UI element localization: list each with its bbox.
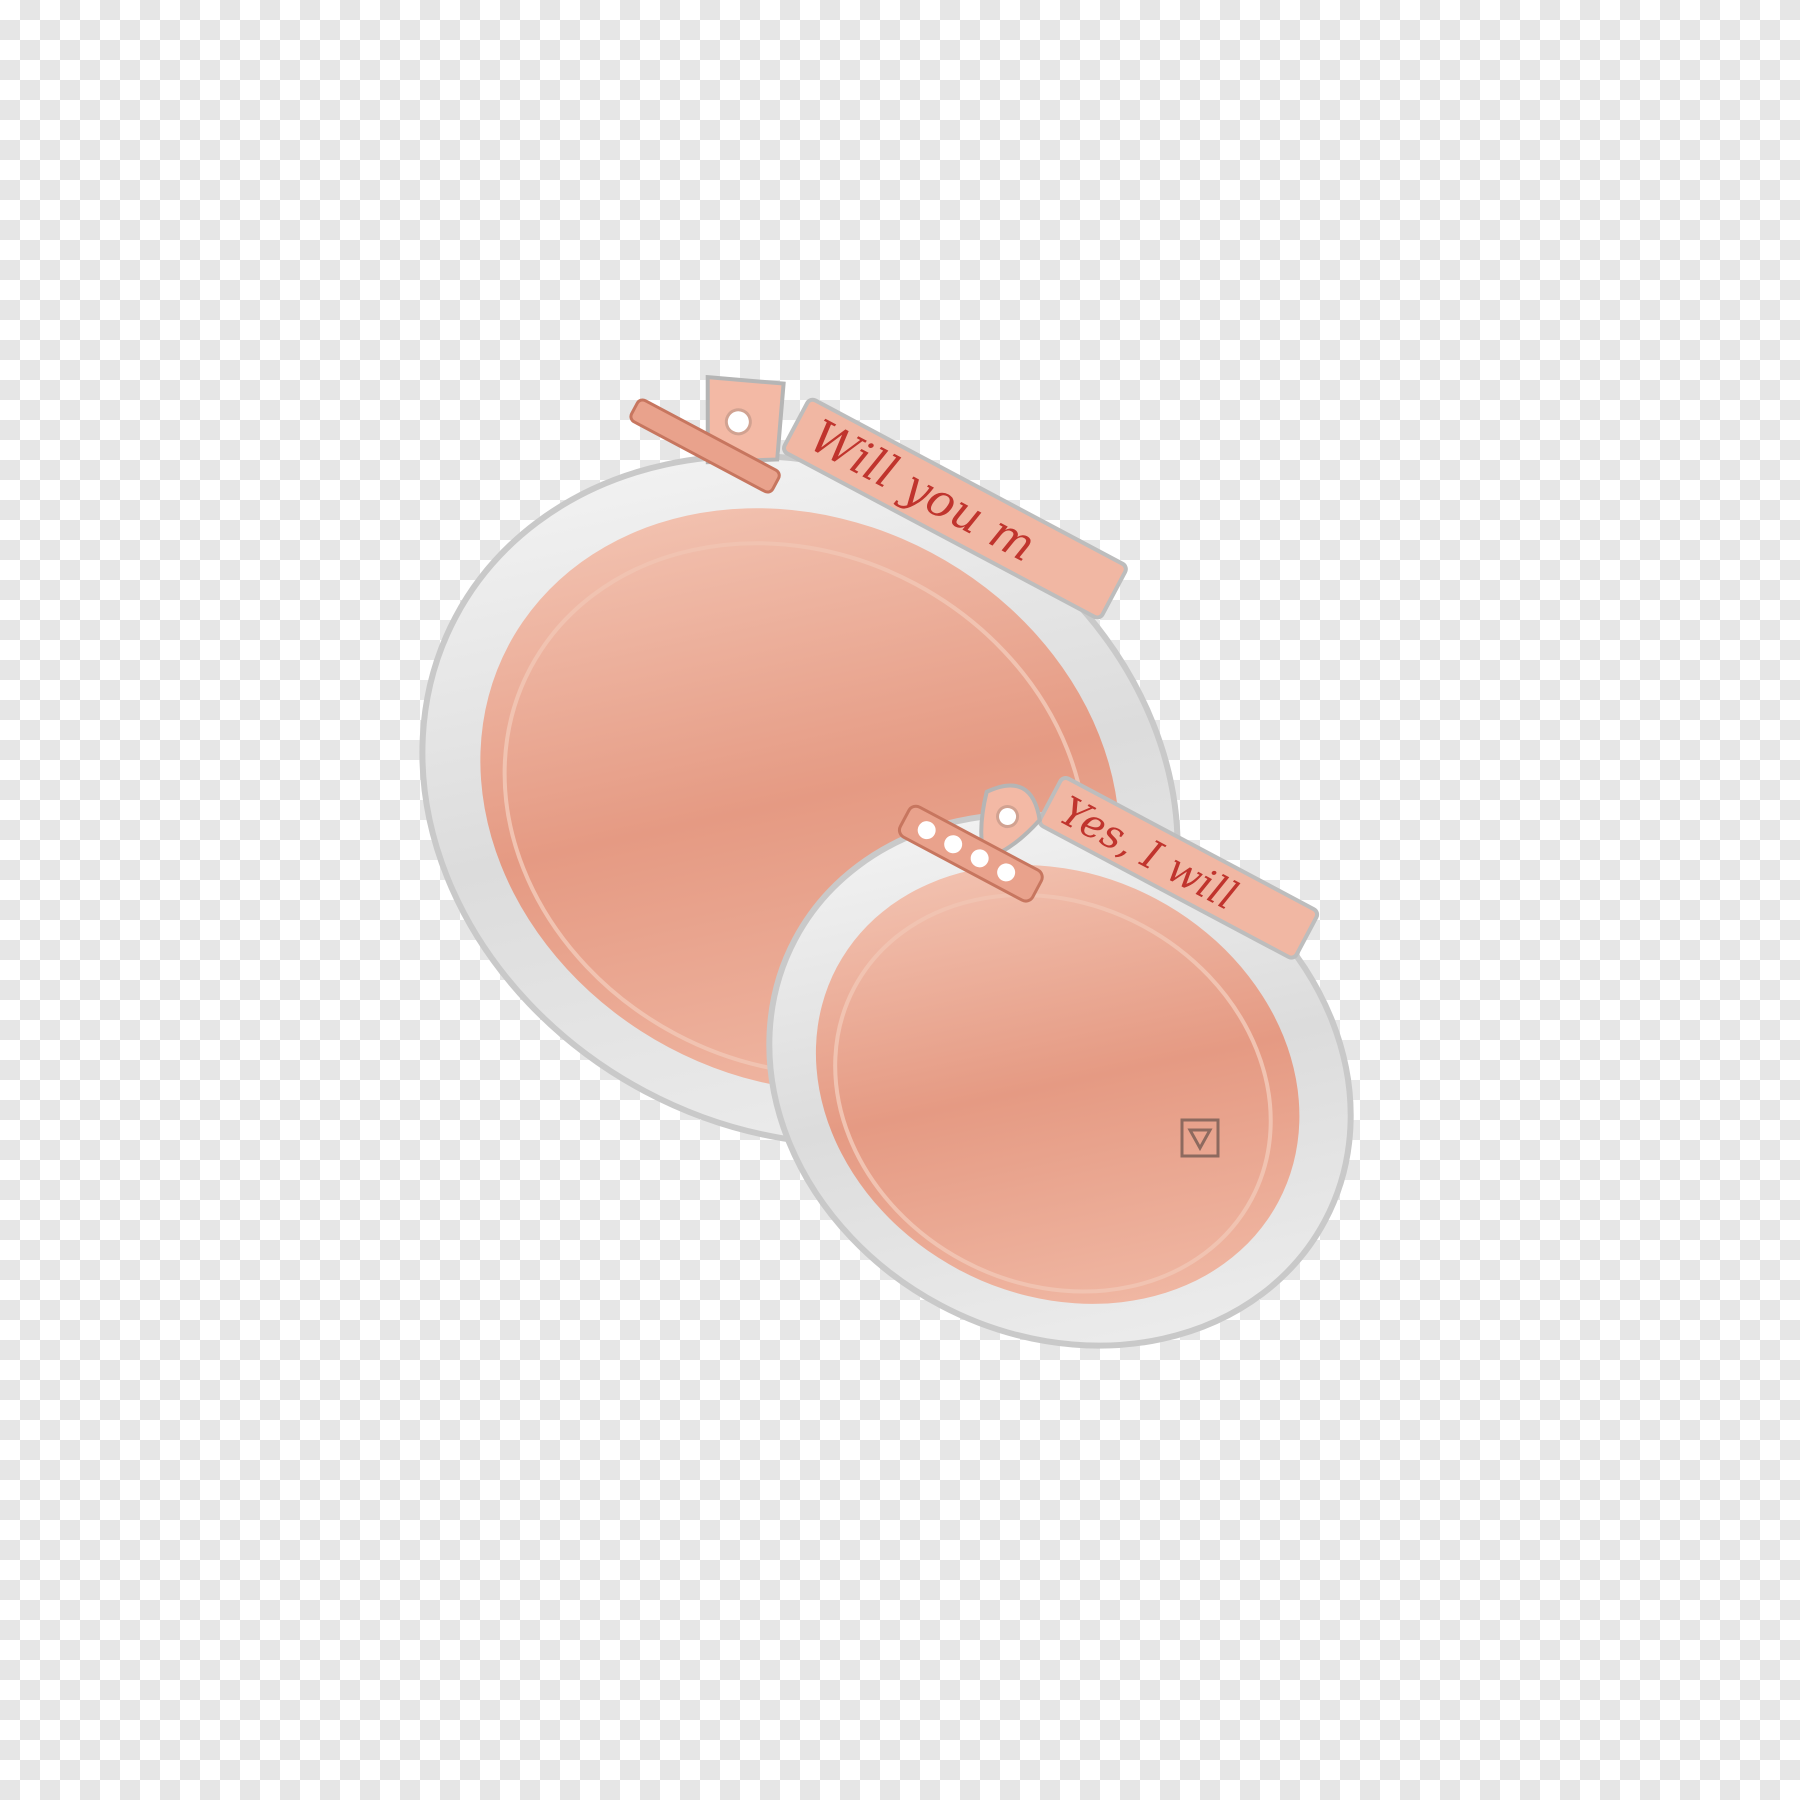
small-ring-inner-rose bbox=[815, 864, 1300, 1304]
bar-diamond bbox=[917, 821, 936, 840]
small-ring-diamond bbox=[996, 805, 1020, 829]
bar-diamond bbox=[997, 863, 1016, 882]
small-ring: Yes, I will bbox=[766, 775, 1354, 1349]
large-ring-diamond bbox=[724, 408, 752, 436]
bar-diamond bbox=[970, 849, 989, 868]
small-ring-inner-edge bbox=[833, 892, 1273, 1294]
large-ring-engraving-window bbox=[782, 397, 1128, 620]
bar-diamond bbox=[944, 835, 963, 854]
large-ring-rose-bar bbox=[629, 398, 781, 494]
brand-logo-icon bbox=[1180, 1118, 1220, 1158]
small-ring-engraving-window bbox=[1037, 775, 1320, 960]
